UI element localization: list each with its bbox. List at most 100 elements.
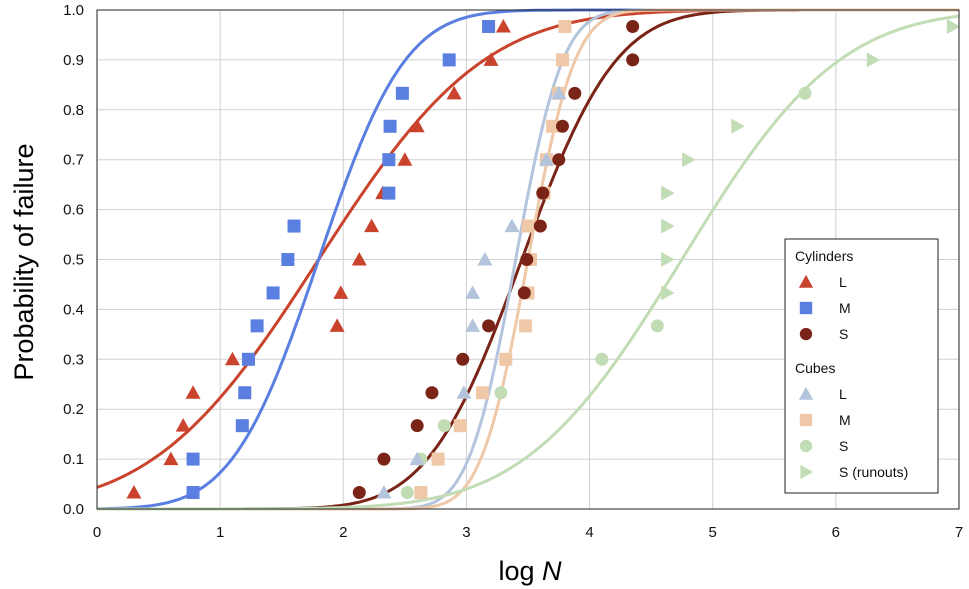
data-point: [186, 452, 200, 466]
data-point: [456, 352, 470, 366]
data-point: [626, 53, 640, 67]
data-point: [477, 252, 493, 266]
data-point: [552, 153, 566, 167]
legend-label: M: [839, 300, 851, 316]
data-point: [376, 485, 392, 499]
y-tick-label: 0.2: [63, 401, 84, 418]
y-tick-labels: 0.0 0.1 0.2 0.3 0.4 0.5 0.6 0.7 0.8 0.9 1.0: [63, 2, 84, 518]
data-point: [431, 452, 445, 466]
data-point: [551, 85, 567, 100]
x-tick-labels: 0 1 2 3 4 5 6 7: [93, 524, 963, 541]
data-point: [414, 486, 428, 500]
data-point: [442, 53, 456, 67]
y-tick-label: 0.7: [63, 152, 84, 169]
data-point: [546, 119, 560, 133]
data-point: [661, 218, 675, 234]
x-tick-label: 7: [955, 524, 963, 541]
x-tick-label: 0: [93, 524, 101, 541]
data-point: [682, 152, 696, 168]
x-axis-title-text: log: [498, 556, 534, 586]
data-point: [446, 85, 462, 100]
data-point: [329, 318, 345, 332]
y-tick-label: 0.5: [63, 252, 84, 269]
data-point: [352, 486, 366, 500]
x-axis-title-var: N: [542, 556, 562, 586]
legend-marker: [799, 301, 813, 315]
data-point: [126, 485, 142, 499]
data-point: [453, 419, 467, 433]
y-tick-label: 1.0: [63, 2, 84, 19]
data-point: [266, 286, 280, 300]
legend-label: L: [839, 386, 847, 402]
x-tick-label: 5: [709, 524, 717, 541]
legend-marker: [799, 327, 813, 341]
legend-marker: [798, 274, 814, 288]
data-point: [287, 219, 301, 233]
data-point: [175, 418, 191, 432]
data-point: [494, 386, 508, 400]
data-point: [483, 52, 499, 66]
y-tick-label: 0.1: [63, 451, 84, 468]
legend-label: M: [839, 412, 851, 428]
data-point: [425, 386, 439, 400]
data-point: [456, 385, 472, 399]
data-point: [798, 86, 812, 100]
data-point: [409, 451, 425, 466]
x-tick-label: 6: [832, 524, 840, 541]
data-point: [499, 352, 513, 366]
data-point: [504, 218, 520, 233]
data-point: [538, 152, 554, 166]
y-axis-title: Probability of failure: [9, 143, 39, 380]
data-point: [186, 486, 200, 500]
data-point: [377, 452, 391, 466]
data-point: [536, 186, 550, 200]
data-point: [495, 18, 511, 33]
data-point: [731, 118, 745, 134]
data-point: [866, 52, 881, 68]
legend-label: L: [839, 274, 847, 290]
data-point: [163, 451, 179, 466]
data-point: [383, 119, 397, 133]
y-tick-label: 0.6: [63, 202, 84, 219]
data-point: [397, 152, 413, 166]
x-axis-title: log N: [498, 556, 562, 586]
data-point: [250, 319, 264, 333]
data-point: [595, 352, 609, 366]
y-tick-label: 0.4: [63, 301, 84, 318]
data-point: [946, 18, 961, 34]
data-point: [555, 53, 569, 67]
data-point: [626, 19, 640, 33]
data-point: [520, 253, 534, 266]
data-point: [465, 285, 481, 299]
data-point: [568, 86, 582, 100]
data-point: [661, 252, 675, 267]
legend-label: S: [839, 438, 848, 454]
data-point: [521, 219, 535, 233]
data-point: [437, 419, 451, 433]
data-point: [382, 153, 396, 167]
legend-marker: [799, 439, 813, 453]
data-point: [465, 318, 481, 332]
data-point: [482, 319, 496, 333]
y-tick-label: 0.8: [63, 102, 84, 119]
data-point: [400, 486, 414, 500]
data-point: [661, 185, 675, 201]
data-point: [241, 352, 255, 366]
data-point: [519, 319, 533, 333]
legend-label: S (runouts): [839, 464, 908, 480]
legend-marker: [799, 413, 813, 427]
legend-label: S: [839, 326, 848, 342]
data-point: [224, 351, 240, 366]
data-point: [517, 286, 531, 300]
data-point: [281, 253, 295, 266]
data-point: [650, 319, 664, 333]
data-point: [235, 419, 249, 433]
data-point: [395, 86, 409, 100]
data-points: [126, 18, 961, 500]
data-point: [661, 285, 675, 301]
x-tick-label: 1: [216, 524, 224, 541]
legend-box: [784, 238, 939, 494]
data-point: [558, 19, 572, 33]
